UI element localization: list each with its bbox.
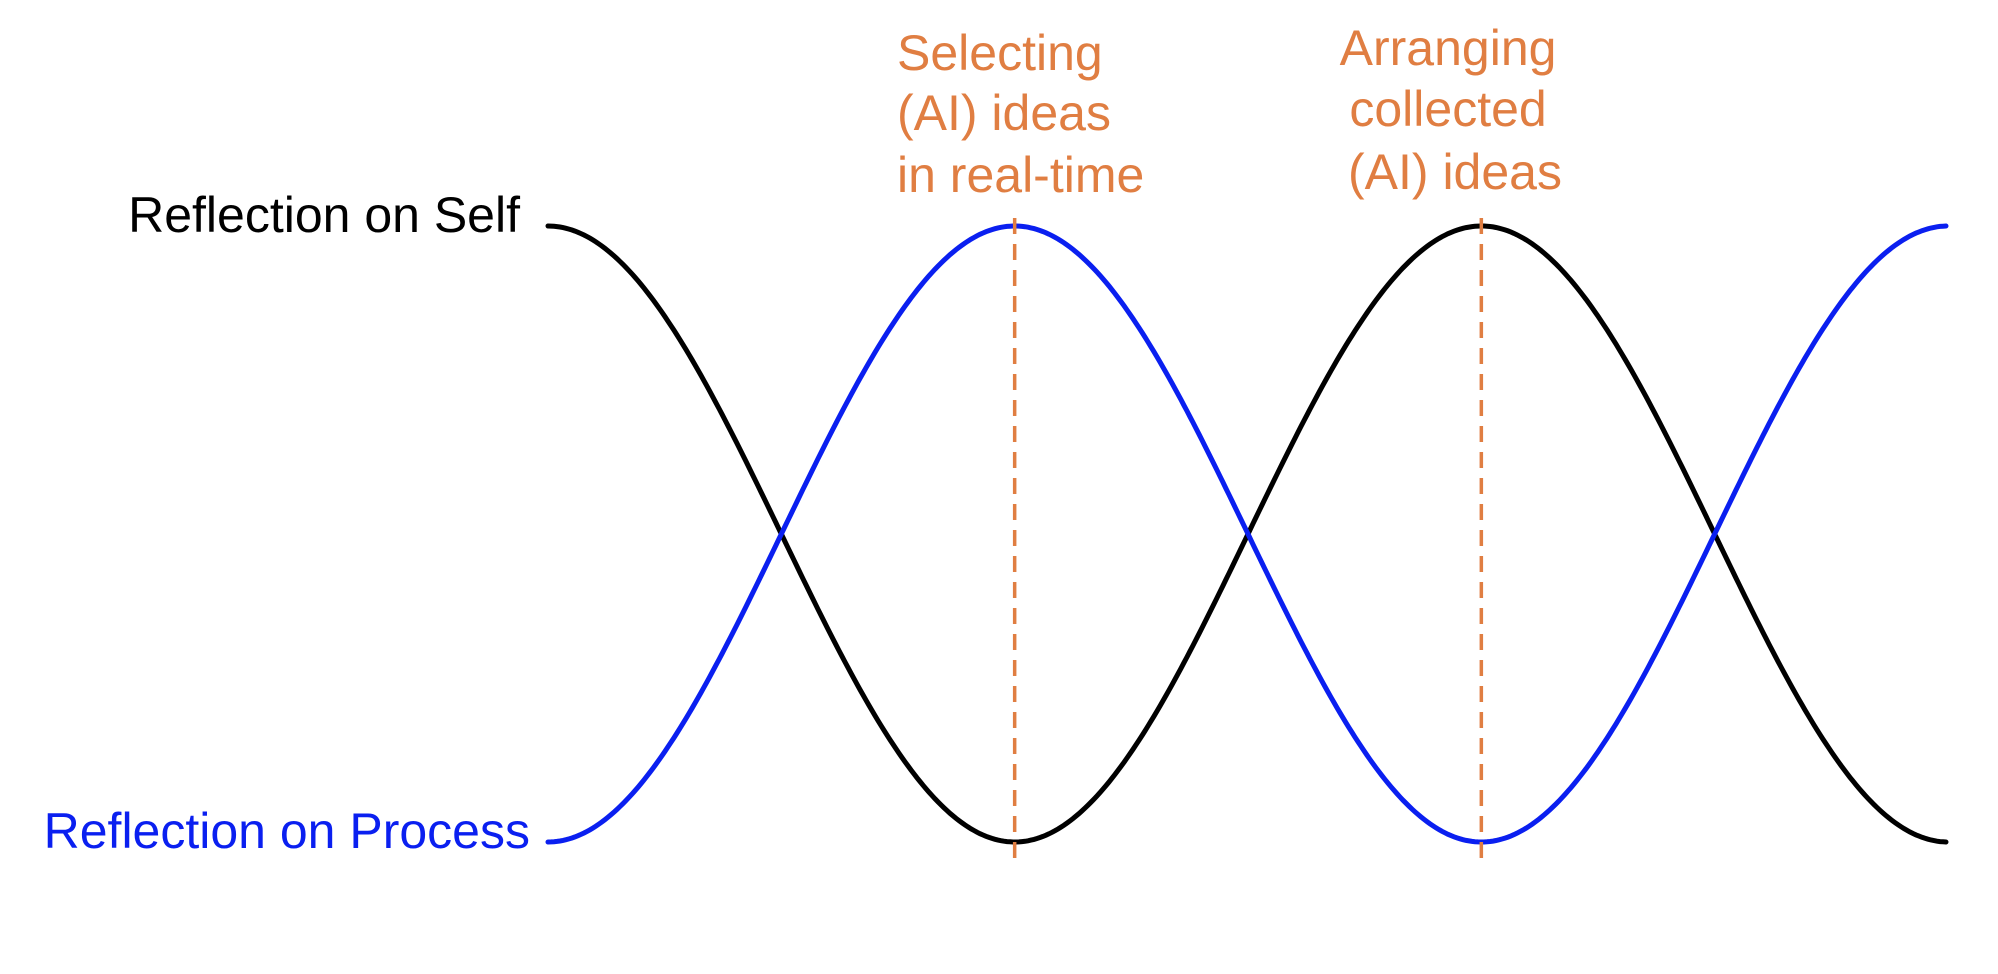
reflection-on-process-curve	[545, 223, 1949, 845]
reflection-on-self-label: Reflection on Self	[128, 187, 520, 243]
marker-label-arranging: Arranging collected (AI) ideas	[1340, 20, 1571, 200]
reflection-on-process-label: Reflection on Process	[44, 803, 530, 859]
marker-label-selecting: Selecting (AI) ideas in real-time	[897, 25, 1144, 203]
